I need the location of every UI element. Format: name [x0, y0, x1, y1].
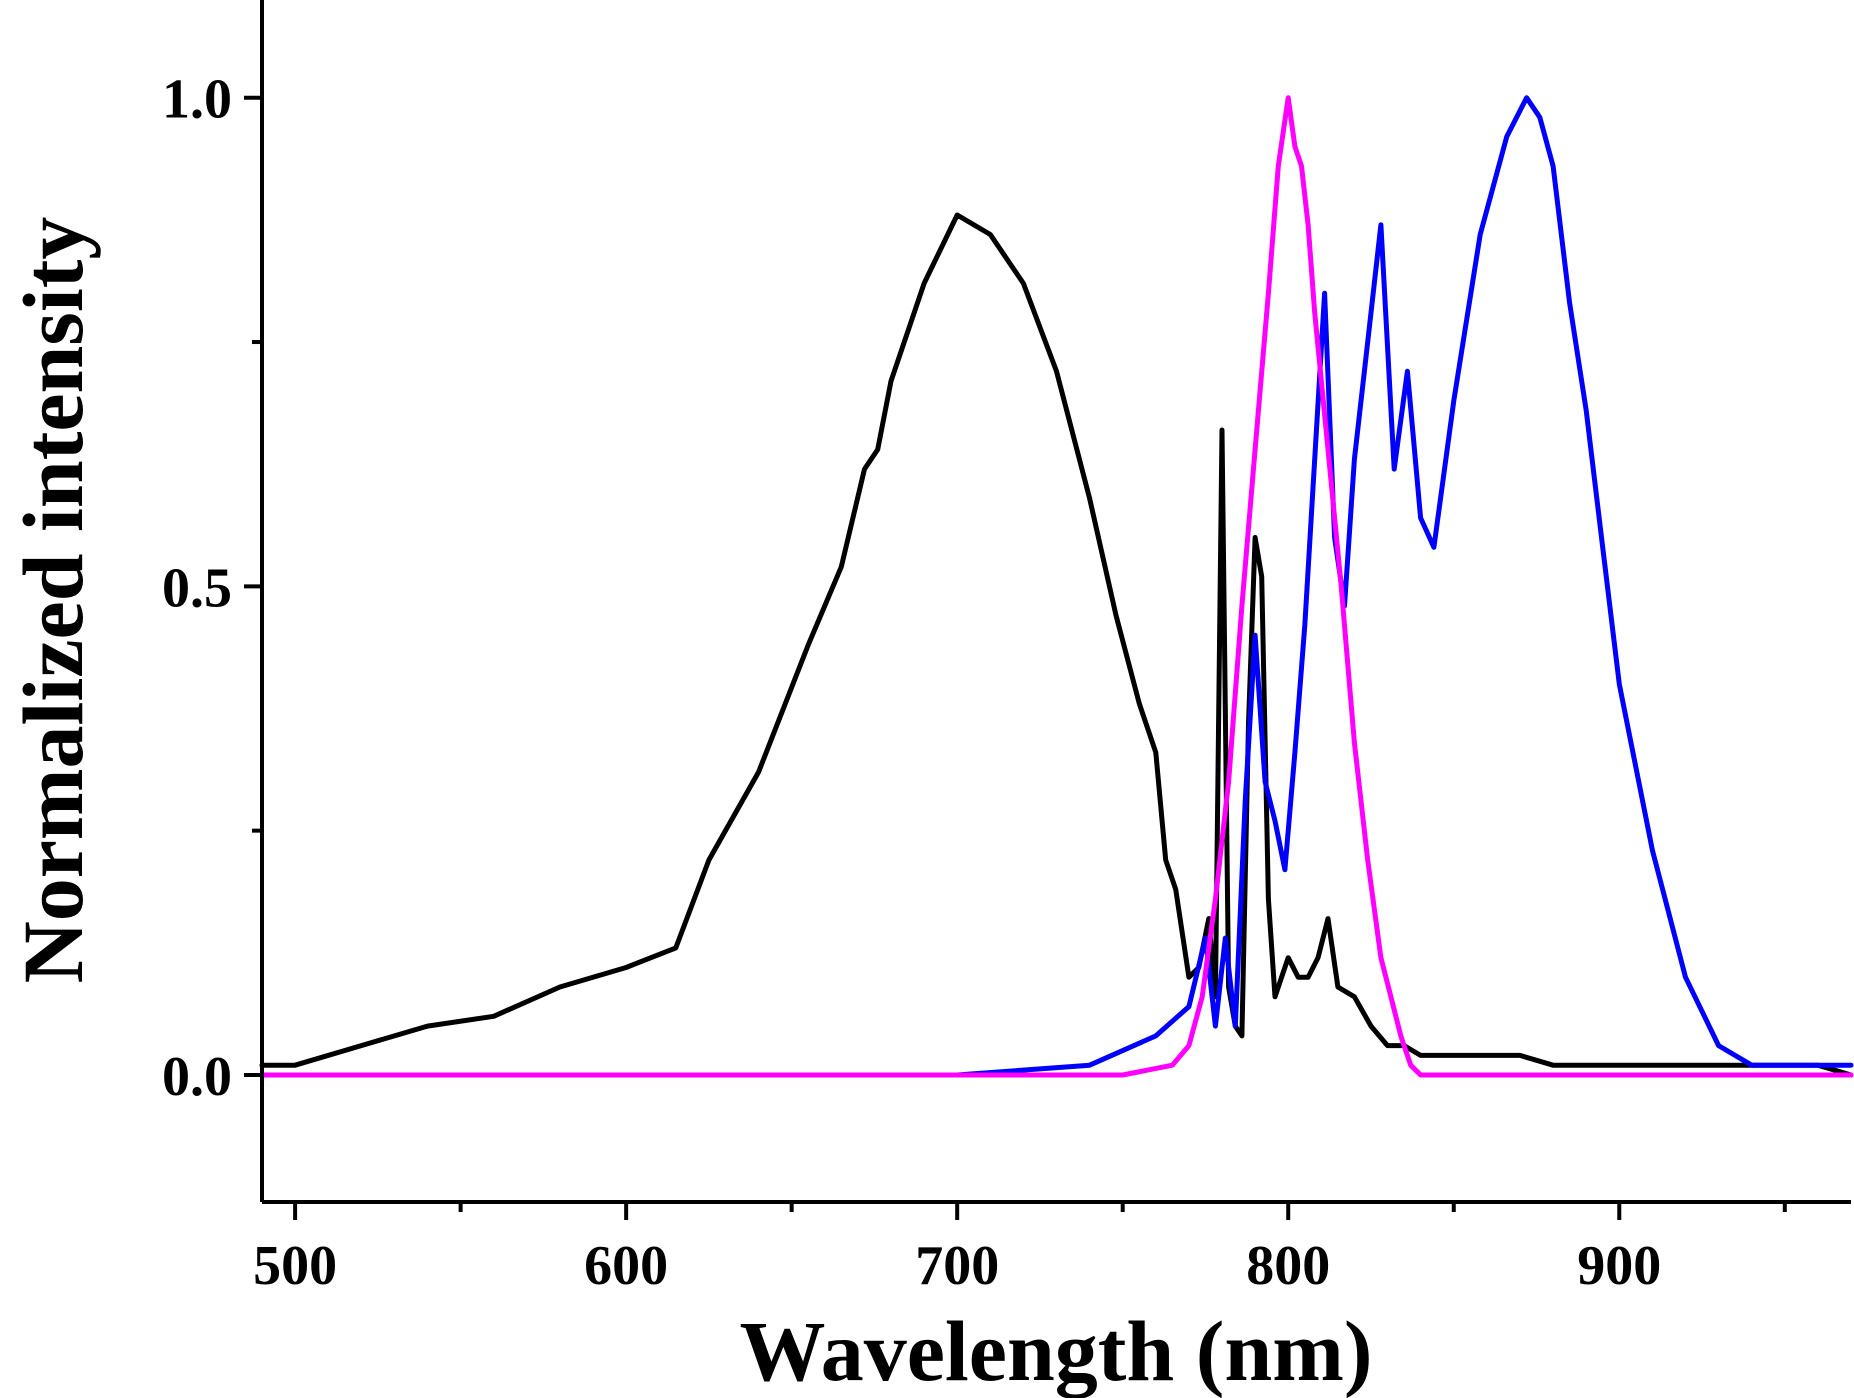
y-axis-title: Normalized intensity [5, 217, 101, 984]
y-tick-label: 0.0 [162, 1046, 232, 1108]
series-line-blue [259, 95, 1854, 1078]
x-tick-label: 500 [253, 1235, 337, 1297]
series-layer [259, 95, 1854, 1078]
x-axis-title: Wavelength (nm) [739, 1303, 1372, 1398]
x-tick-label: 900 [1577, 1235, 1661, 1297]
y-tick-label: 0.5 [162, 557, 232, 619]
y-tick-label: 1.0 [162, 69, 232, 131]
series-line-magenta [259, 95, 1854, 1078]
x-tick-label: 800 [1246, 1235, 1330, 1297]
x-tick-label: 600 [584, 1235, 668, 1297]
tick-layer: 500 600 700 800 900 0.0 0.5 1.0 [162, 69, 1787, 1297]
x-tick-label: 700 [915, 1235, 999, 1297]
